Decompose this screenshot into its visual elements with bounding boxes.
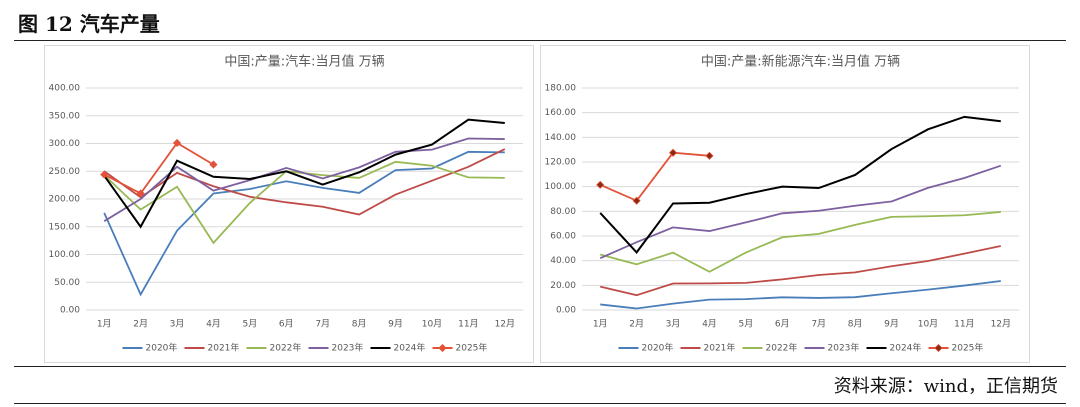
y-tick-label: 140.00 (545, 133, 577, 143)
series-marker (136, 189, 145, 198)
x-tick-label: 9月 (388, 319, 403, 330)
x-tick-label: 2月 (133, 319, 148, 330)
x-tick-label: 11月 (458, 319, 478, 330)
x-tick-label: 10月 (422, 319, 442, 330)
series-line (599, 115, 1001, 254)
y-tick-label: 200.00 (49, 195, 81, 205)
chart-panel: 中国:产量:新能源汽车:当月值 万辆 0.00 20.00 40.00 60.00 80.… (540, 45, 1030, 363)
x-tick-label: 11月 (954, 319, 974, 330)
x-tick-label: 1月 (97, 319, 112, 330)
x-tick-label: 7月 (315, 319, 330, 330)
footer-rule (14, 403, 1066, 404)
legend-label: 2024年 (394, 342, 426, 354)
x-tick-label: 6月 (279, 319, 294, 330)
y-tick-label: 80.00 (550, 207, 576, 217)
source-note: 资料来源：wind，正信期货 (833, 376, 1058, 397)
series-line (103, 141, 214, 195)
y-tick-label: 150.00 (49, 222, 81, 232)
series-line (599, 151, 710, 202)
legend-label: 2020年 (146, 342, 178, 354)
x-tick-label: 2月 (629, 319, 644, 330)
legend-label: 2024年 (890, 342, 922, 354)
series-line (600, 280, 1001, 310)
y-tick-label: 400.00 (49, 84, 81, 94)
series-line (103, 150, 505, 297)
x-tick-label: 12月 (991, 319, 1011, 330)
series-line (103, 148, 506, 216)
series-marker (100, 170, 109, 179)
y-tick-label: 50.00 (54, 278, 80, 288)
x-tick-label: 10月 (918, 319, 938, 330)
x-tick-label: 5月 (739, 319, 754, 330)
figure-title: 图 12 汽车产量 (18, 12, 160, 36)
series-marker (209, 160, 218, 169)
y-tick-label: 250.00 (49, 167, 81, 177)
legend-label: 2023年 (332, 342, 364, 354)
y-tick-label: 20.00 (550, 281, 576, 291)
legend-marker (438, 343, 447, 353)
legend-label: 2020年 (642, 342, 674, 354)
chart-title: 中国:产量:汽车:当月值 万辆 (224, 54, 384, 70)
y-tick-label: 300.00 (49, 139, 81, 149)
series-line (600, 245, 1001, 297)
legend-label: 2022年 (270, 342, 302, 354)
series-line (599, 164, 1002, 260)
footer-rule (14, 366, 1066, 367)
series-marker (172, 138, 182, 148)
series-line (103, 118, 505, 229)
y-tick-label: 100.00 (49, 250, 81, 260)
x-tick-label: 3月 (170, 319, 185, 330)
chart-panel: 中国:产量:汽车:当月值 万辆 0.00 50.00 100.00 150.00 200.… (44, 45, 534, 363)
legend-label: 2022年 (766, 342, 798, 354)
x-tick-label: 4月 (702, 319, 717, 330)
legend-label: 2021年 (208, 342, 240, 354)
y-tick-label: 120.00 (545, 158, 577, 168)
y-tick-label: 100.00 (545, 182, 577, 192)
series-line (599, 211, 1001, 273)
y-tick-label: 0.00 (556, 306, 576, 316)
x-tick-label: 8月 (848, 319, 863, 330)
series-line (103, 137, 505, 222)
y-tick-label: 0.00 (60, 306, 80, 316)
y-tick-label: 40.00 (550, 256, 576, 266)
legend-marker (934, 343, 943, 353)
series-marker (632, 196, 641, 205)
x-tick-label: 9月 (884, 319, 899, 330)
legend-label: 2025年 (952, 342, 984, 354)
series-marker (705, 151, 714, 160)
x-tick-label: 3月 (666, 319, 681, 330)
x-tick-label: 1月 (593, 319, 608, 330)
legend-label: 2025年 (456, 342, 488, 354)
x-tick-label: 6月 (775, 319, 790, 330)
legend-label: 2021年 (704, 342, 736, 354)
y-tick-label: 60.00 (550, 232, 576, 242)
y-tick-label: 160.00 (545, 108, 577, 118)
y-tick-label: 350.00 (49, 111, 81, 121)
x-tick-label: 12月 (495, 319, 515, 330)
header-rule (14, 40, 1066, 41)
x-tick-label: 7月 (811, 319, 826, 330)
x-tick-label: 4月 (206, 319, 221, 330)
x-tick-label: 5月 (243, 319, 258, 330)
y-tick-label: 180.00 (545, 84, 577, 94)
chart-title: 中国:产量:新能源汽车:当月值 万辆 (701, 54, 900, 70)
x-tick-label: 8月 (352, 319, 367, 330)
series-marker (668, 148, 678, 157)
series-marker (596, 180, 605, 189)
legend-label: 2023年 (828, 342, 860, 354)
